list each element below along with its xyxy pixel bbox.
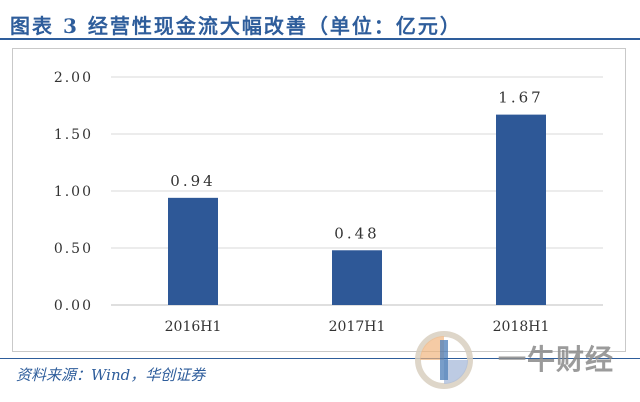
x-tick-label: 2018H1	[493, 319, 550, 335]
x-tick-label: 2017H1	[329, 319, 386, 335]
y-tick-label: 0.50	[54, 241, 93, 257]
bar	[332, 250, 382, 305]
x-tick-label: 2016H1	[165, 319, 222, 335]
watermark-text: 一牛财经	[498, 343, 615, 376]
watermark-logo: 一牛财经	[410, 326, 630, 396]
bar-value-label: 1.67	[498, 89, 543, 107]
y-tick-label: 1.50	[54, 127, 93, 143]
bar	[496, 114, 546, 306]
source-divider	[0, 358, 640, 359]
bar	[168, 197, 218, 305]
y-tick-label: 1.00	[54, 184, 93, 200]
bar-chart: 0.00 0.50 1.00 1.50 2.00 0.94 2016H1 0.48 2017H1…	[54, 70, 603, 335]
chart-title: 图表 3 经营性现金流大幅改善（单位：亿元）	[10, 14, 462, 38]
y-tick-label: 0.00	[54, 298, 93, 314]
chart-area: 0.00 0.50 1.00 1.50 2.00 0.94 2016H1 0.48 2017H1…	[12, 48, 626, 352]
bar-value-label: 0.48	[334, 224, 379, 242]
source-note: 资料来源：Wind，华创证券	[16, 366, 206, 384]
title-divider	[0, 38, 640, 40]
y-tick-label: 2.00	[54, 70, 93, 86]
figure-header: 图表 3 经营性现金流大幅改善（单位：亿元）	[0, 8, 640, 38]
bar-value-label: 0.94	[170, 172, 215, 190]
watermark-emblem-icon	[415, 331, 473, 389]
